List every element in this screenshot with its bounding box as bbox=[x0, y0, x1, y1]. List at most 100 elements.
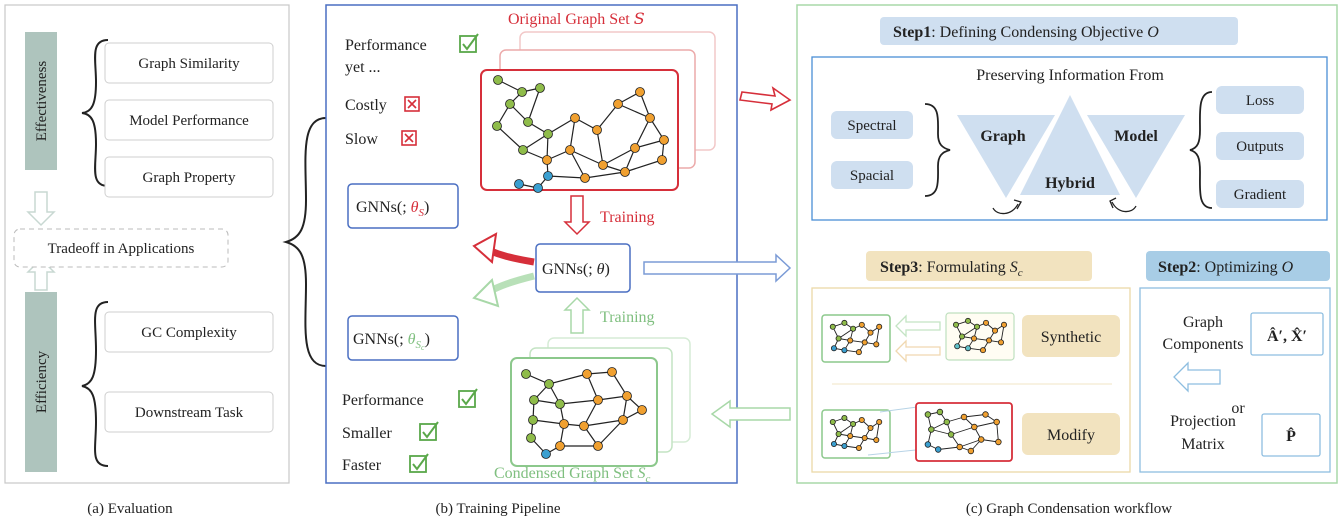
graph-node bbox=[855, 444, 862, 451]
step3-header bbox=[866, 251, 1092, 281]
model-performance-box bbox=[104, 99, 274, 141]
graph-edge bbox=[583, 399, 599, 427]
graph-node bbox=[830, 440, 837, 447]
graph-node bbox=[998, 339, 1005, 346]
gc-complexity-text: GC Complexity bbox=[141, 325, 237, 341]
tag-spacial bbox=[831, 161, 913, 189]
graph-node bbox=[992, 327, 999, 334]
triangle-graph-text: Graph bbox=[980, 128, 1025, 145]
synthetic-source-graph-frame bbox=[945, 312, 1015, 361]
tag-loss bbox=[1216, 86, 1304, 114]
tag-outputs bbox=[1216, 132, 1304, 160]
caption-evaluation: (a) Evaluation bbox=[87, 501, 173, 517]
condensed-set-title: Condensed Graph Set Sc bbox=[494, 465, 651, 485]
graph-edge bbox=[527, 87, 541, 123]
synthetic-result-graph-frame bbox=[821, 314, 891, 363]
graph-node bbox=[847, 337, 854, 344]
graph-node bbox=[835, 335, 842, 342]
check-icon bbox=[458, 390, 476, 408]
graph-edge bbox=[950, 426, 975, 435]
synthetic-result-graph bbox=[829, 319, 883, 356]
projection-line2: Matrix bbox=[1181, 436, 1225, 453]
graph-node bbox=[995, 438, 1002, 446]
synthetic-text: Synthetic bbox=[1041, 329, 1101, 346]
tradeoff-box bbox=[13, 228, 229, 268]
graph-node bbox=[936, 408, 944, 416]
step2-text: Step2: Optimizing O bbox=[1158, 259, 1294, 276]
tag-loss-text: Loss bbox=[1246, 93, 1275, 109]
graph-edge bbox=[569, 117, 576, 151]
left-tags-brace bbox=[924, 103, 951, 197]
downstream-task-box bbox=[104, 391, 274, 433]
graph-node bbox=[541, 449, 551, 459]
right-tags-brace bbox=[1189, 91, 1213, 209]
effectiveness-label: Effectiveness bbox=[34, 61, 50, 142]
graph-node bbox=[876, 418, 883, 425]
graph-node bbox=[493, 75, 503, 85]
gnn-label: GNNs(; θ) bbox=[542, 261, 610, 278]
tag-spectral-text: Spectral bbox=[847, 118, 896, 134]
check-icon bbox=[462, 33, 479, 51]
red-curved-arrow-head bbox=[472, 232, 498, 264]
graph-node bbox=[620, 167, 630, 177]
graph-node bbox=[947, 431, 955, 438]
graph-property-box bbox=[104, 156, 274, 198]
curl-arrow-icon bbox=[1109, 197, 1117, 209]
green-arrow-from-workflow bbox=[710, 399, 791, 429]
gc-complexity-box bbox=[104, 311, 274, 353]
graph-edge bbox=[597, 419, 624, 447]
graph-node bbox=[618, 415, 628, 425]
graph-node bbox=[529, 395, 539, 405]
cross-icon bbox=[404, 133, 414, 143]
tag-spectral bbox=[831, 111, 913, 139]
modify-text: Modify bbox=[1047, 427, 1095, 444]
graph-node bbox=[518, 145, 528, 155]
graph-edge bbox=[959, 439, 982, 448]
model-performance-text: Model Performance bbox=[129, 113, 249, 129]
original-graph bbox=[492, 75, 669, 193]
graph-edge bbox=[996, 421, 999, 443]
graph-node bbox=[953, 321, 960, 328]
graph-node bbox=[873, 341, 880, 348]
graph-node bbox=[974, 323, 981, 330]
slow-text: Slow bbox=[345, 131, 378, 148]
graph-node bbox=[924, 411, 932, 418]
modify-source-graph bbox=[924, 408, 1002, 455]
green-curved-arrow-head bbox=[472, 278, 500, 308]
graph-node bbox=[873, 436, 880, 443]
graph-node bbox=[841, 414, 848, 421]
cross-icon bbox=[407, 99, 417, 109]
graph-edge bbox=[931, 429, 952, 435]
graph-node bbox=[876, 323, 883, 330]
efficiency-bar bbox=[25, 292, 57, 472]
graph-node bbox=[924, 441, 932, 448]
graph-node bbox=[850, 325, 857, 332]
graph-edge bbox=[617, 103, 651, 119]
graph-node bbox=[533, 183, 543, 193]
check-icon bbox=[459, 35, 477, 53]
graph-edge bbox=[548, 373, 588, 385]
graph-similarity-box bbox=[104, 42, 274, 84]
smaller-text: Smaller bbox=[342, 425, 392, 442]
training-top-label: Training bbox=[600, 209, 655, 226]
components-line2: Components bbox=[1163, 336, 1244, 353]
projection-formula: P̂ bbox=[1286, 427, 1296, 446]
graph-node bbox=[613, 99, 623, 109]
graph-node bbox=[967, 447, 975, 455]
gnn-original-box bbox=[347, 183, 459, 229]
check-performance-bottom: Performance bbox=[342, 392, 424, 409]
modify-tag bbox=[1022, 413, 1120, 455]
graph-node bbox=[523, 117, 533, 127]
check-icon bbox=[412, 453, 429, 471]
graph-similarity-text: Graph Similarity bbox=[138, 56, 240, 72]
step1-header bbox=[880, 17, 1238, 45]
triangle-model-text: Model bbox=[1114, 128, 1158, 145]
workflow-panel: Step1: Defining Condensing Objective O P… bbox=[796, 4, 1338, 517]
graph-node bbox=[528, 415, 538, 425]
graph-node bbox=[956, 443, 963, 451]
modify-source-graph-frame bbox=[915, 402, 1013, 462]
curl-arrow-icon bbox=[992, 203, 1019, 215]
arrow-left-icon bbox=[1173, 361, 1221, 393]
graph-edge bbox=[602, 147, 636, 166]
